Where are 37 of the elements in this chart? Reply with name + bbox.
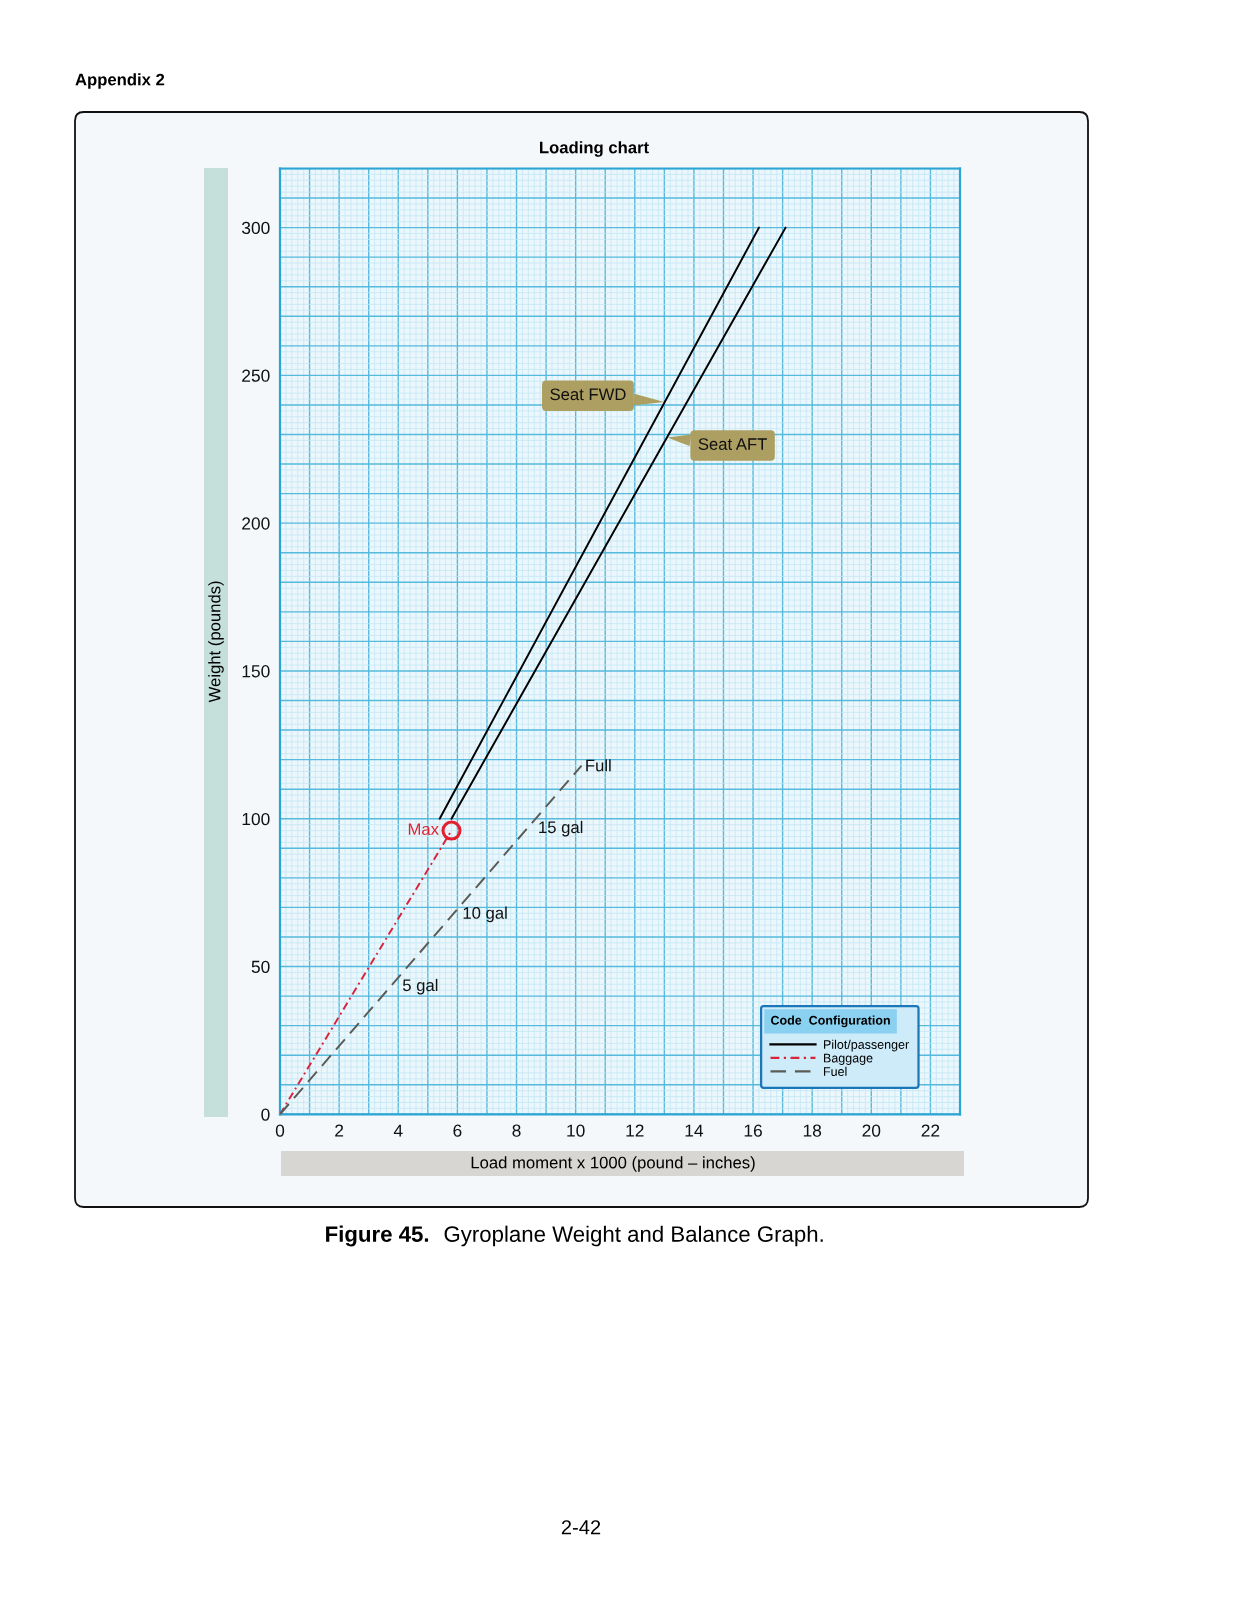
annotation: 10 gal — [463, 906, 507, 923]
legend-title: Code Configuration — [771, 1015, 890, 1028]
y-tick-label: 0 — [261, 1108, 270, 1121]
caption: Figure 45. — [326, 1225, 429, 1247]
x-tick-label: 14 — [685, 1124, 704, 1137]
legend-label: Pilot/passenger — [824, 1039, 909, 1052]
y-tick-label: 150 — [242, 665, 270, 678]
text: Gyroplane Weight and Balance Graph. — [444, 1225, 823, 1247]
x-axis-title: Load moment x 1000 (pound – inches) — [471, 1156, 755, 1172]
x-tick-label: 0 — [275, 1124, 285, 1137]
annotation: 5 gal — [402, 978, 438, 995]
y-tick-label: 50 — [251, 960, 270, 973]
x-tick-label: 2 — [335, 1124, 344, 1137]
annotation: 15 gal — [539, 820, 583, 837]
y-axis-title: Weight (pounds) — [208, 581, 224, 703]
x-tick-label: 10 — [567, 1124, 585, 1137]
x-tick-label: 16 — [744, 1124, 762, 1137]
legend-label: Baggage — [824, 1053, 873, 1065]
text: Appendix 2 — [75, 73, 165, 89]
y-tick-label: 200 — [242, 517, 270, 530]
legend-label: Fuel — [824, 1066, 847, 1076]
x-tick-label: 22 — [921, 1124, 940, 1137]
x-tick-label: 8 — [512, 1124, 521, 1137]
y-tick-label: 250 — [242, 369, 270, 382]
x-tick-label: 4 — [393, 1124, 403, 1137]
x-tick-label: 12 — [626, 1124, 644, 1137]
x-tick-label: 20 — [862, 1124, 881, 1137]
annotation: Full — [586, 759, 611, 772]
x-tick-label: 6 — [453, 1124, 462, 1137]
y-tick-label: 100 — [242, 812, 270, 826]
text: 2-42 — [561, 1520, 601, 1535]
annotation: Seat FWD — [550, 388, 626, 401]
annotation: Seat AFT — [698, 438, 767, 450]
chart-title: Loading chart — [540, 141, 649, 157]
y-tick-label: 300 — [241, 221, 270, 235]
annotation: Max — [408, 823, 439, 836]
x-tick-label: 18 — [803, 1124, 822, 1137]
